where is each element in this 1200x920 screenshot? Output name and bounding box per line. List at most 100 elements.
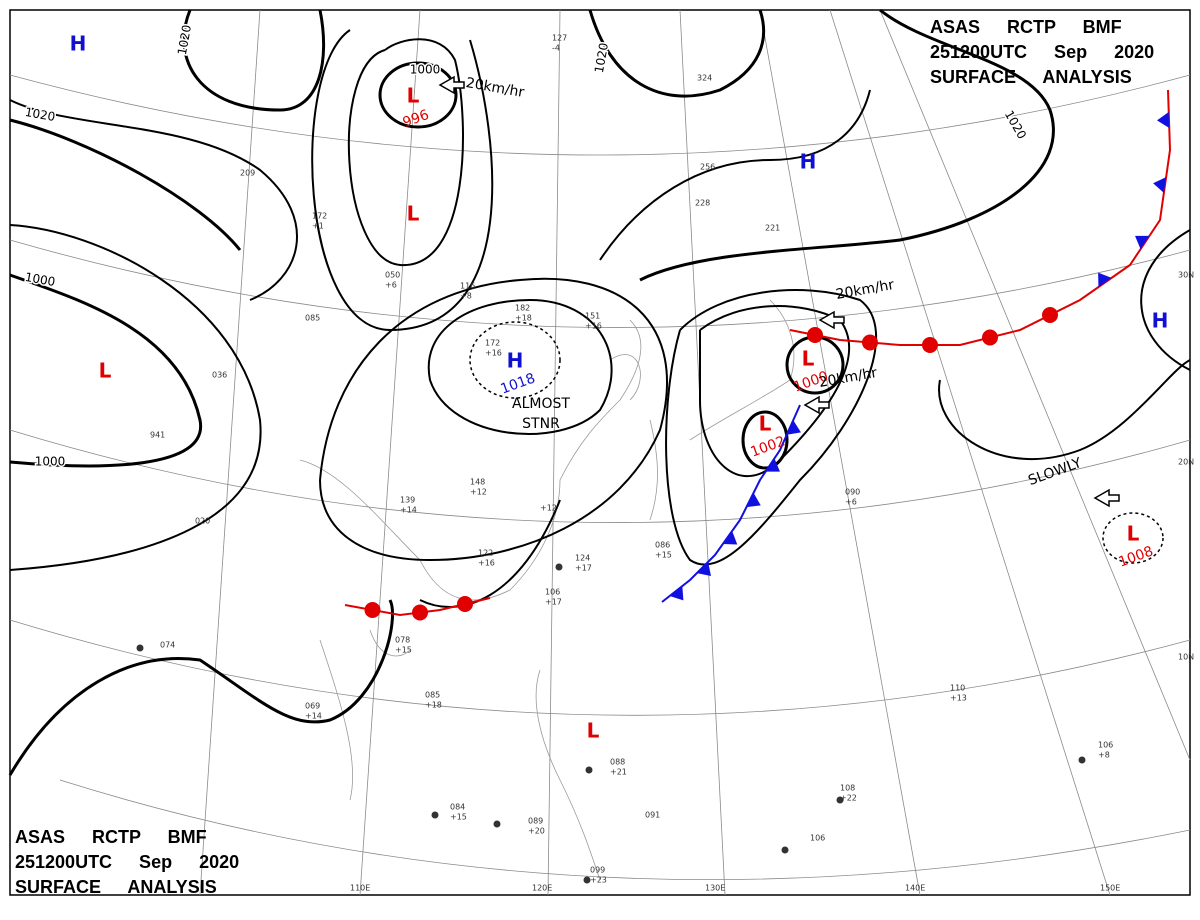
isobar-label: 1020 <box>24 105 57 124</box>
parallel <box>9 619 1191 716</box>
warm-front-symbol <box>412 604 428 621</box>
cold-front-symbol <box>746 492 761 508</box>
station-value: 256 <box>700 163 715 172</box>
station-value: 106 <box>545 588 560 597</box>
station-value: +23 <box>590 876 607 885</box>
motion-arrow <box>803 395 830 415</box>
parallel <box>9 239 1191 328</box>
station-value: +16 <box>485 349 502 358</box>
isobar <box>938 359 1191 461</box>
station-symbol <box>555 563 563 571</box>
station-symbol <box>585 766 593 774</box>
station-value: 182 <box>515 304 530 313</box>
longitude-label: 110E <box>350 884 370 893</box>
station-value: 941 <box>150 431 165 440</box>
parallel <box>9 429 1191 523</box>
footer-line: ASAS RCTP BMF <box>15 827 207 847</box>
isobar-label: 1000 <box>24 270 57 289</box>
station-symbol <box>1078 756 1086 764</box>
station-value: 172 <box>485 339 500 348</box>
station-value: 122 <box>478 549 493 558</box>
pressure-center: L <box>407 202 420 226</box>
isobar-label: 1020 <box>592 42 611 75</box>
station-value: 124 <box>575 554 590 563</box>
cold-front-symbol <box>765 458 780 472</box>
station-value: +15 <box>395 646 412 655</box>
meridian <box>359 9 421 896</box>
latitude-label: 30N <box>1178 271 1194 280</box>
station-value: 084 <box>450 803 465 812</box>
station-symbol <box>493 820 501 828</box>
station-value: 085 <box>425 691 440 700</box>
pressure-center: H <box>70 32 87 56</box>
coastline <box>609 354 641 401</box>
coastline <box>535 669 601 881</box>
motion-arrow <box>438 75 465 95</box>
isobar <box>419 499 561 608</box>
station-value: 106 <box>810 834 825 843</box>
station-value: 221 <box>765 224 780 233</box>
station-value: 086 <box>655 541 670 550</box>
meridian <box>547 9 561 896</box>
station-value: 099 <box>590 866 605 875</box>
station-value: 085 <box>305 314 320 323</box>
pressure-center: L <box>99 359 112 383</box>
station-value: 108 <box>840 784 855 793</box>
station-value: +17 <box>575 564 592 573</box>
station-value: +8 <box>460 292 472 301</box>
station-value: 228 <box>695 199 710 208</box>
longitude-label: 140E <box>905 884 925 893</box>
station-value: +20 <box>528 827 545 836</box>
longitude-label: 130E <box>705 884 725 893</box>
isobar-label: 1000 <box>35 455 66 469</box>
pressure-center: L <box>407 84 420 108</box>
footer-line: SURFACE ANALYSIS <box>15 877 217 897</box>
parallel <box>59 779 1191 881</box>
pressure-center: H <box>800 150 817 174</box>
cold-front-symbol <box>722 530 738 545</box>
station-value: 106 <box>1098 741 1113 750</box>
header-line: ASAS RCTP BMF <box>930 17 1122 37</box>
station-value: +18 <box>515 314 532 323</box>
warm-front-symbol <box>364 602 381 618</box>
meridian <box>199 9 261 896</box>
latitude-label: 20N <box>1178 458 1194 467</box>
isobar <box>319 277 668 562</box>
station-value: +12 <box>470 488 487 497</box>
cold-front-symbol <box>669 586 684 601</box>
station-value: +14 <box>400 506 417 515</box>
station-symbol <box>136 644 144 652</box>
station-value: 151 <box>585 312 600 321</box>
station-value: 036 <box>212 371 227 380</box>
station-value: 324 <box>697 74 712 83</box>
isobar <box>9 273 203 468</box>
isobar <box>9 224 262 571</box>
station-value: +13 <box>950 694 967 703</box>
station-value: 116 <box>460 282 475 291</box>
station-symbol <box>583 876 591 884</box>
header-line: 251200UTC Sep 2020 <box>930 42 1154 62</box>
station-value: 020 <box>195 517 210 526</box>
isobar <box>8 599 394 776</box>
station-value: +14 <box>305 712 322 721</box>
cold-front-symbol <box>786 420 801 435</box>
isobar <box>347 38 464 267</box>
coastline <box>299 319 642 601</box>
graticule <box>9 9 1191 896</box>
latitude-label: 10N <box>1178 653 1194 662</box>
meridian <box>829 9 1111 896</box>
station-value: +8 <box>1098 751 1110 760</box>
pressure-center: L <box>759 412 772 436</box>
isobar <box>9 99 298 301</box>
pressure-center: H <box>507 349 524 373</box>
isobar <box>1140 229 1191 371</box>
station-value: 088 <box>610 758 625 767</box>
station-value: 050 <box>385 271 400 280</box>
station-value: 139 <box>400 496 415 505</box>
station-value: 074 <box>160 641 175 650</box>
station-value: +17 <box>545 598 562 607</box>
station-value: +16 <box>585 322 602 331</box>
annotation: STNR <box>522 416 560 432</box>
station-value: 148 <box>470 478 485 487</box>
